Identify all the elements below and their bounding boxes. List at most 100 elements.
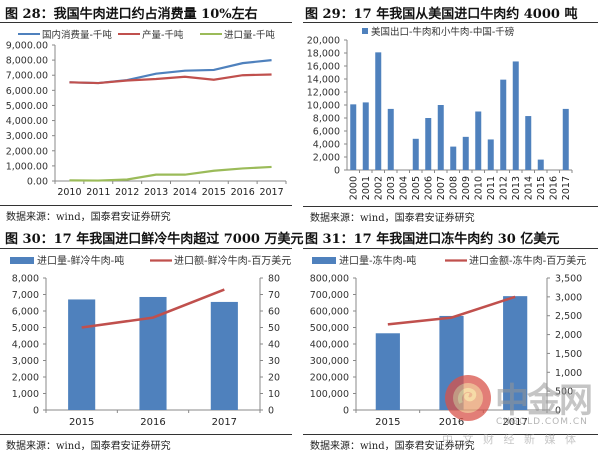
y-tick-label: 12,000 (307, 88, 340, 99)
series-line (387, 295, 516, 326)
y-tick-label-left: 5,000 (12, 323, 39, 334)
figure-31-title: 图 31：17 年我国进口冻牛肉约 30 亿美元 (305, 232, 560, 247)
bar (68, 299, 96, 410)
y-tick-label-right: 2,000 (555, 330, 582, 341)
y-tick-label: 2,000 (313, 153, 340, 164)
figure-28-source-rule (0, 205, 292, 206)
bar (439, 315, 464, 410)
bar (437, 105, 444, 170)
y-tick-label: 6,000 (313, 127, 340, 138)
bar (425, 118, 432, 170)
bar (475, 111, 482, 170)
x-tick-label: 2014 (173, 187, 197, 198)
y-tick-label-right: 0 (555, 406, 561, 417)
y-tick-label-left: 600,000 (310, 307, 349, 318)
legend-swatch-bar (312, 257, 336, 264)
x-tick-label: 2016 (231, 187, 255, 198)
y-tick-label: 10,000 (307, 101, 340, 112)
bar (512, 61, 519, 171)
y-tick-label: 18,000 (307, 49, 340, 60)
series-line (69, 165, 272, 182)
legend-label: 国内消费量-千吨 (42, 29, 112, 41)
figure-30-source: 数据来源：wind，国泰君安证券研究 (6, 441, 171, 452)
y-tick-label: 4,000.00 (6, 116, 48, 127)
x-tick-label: 2017 (259, 187, 283, 198)
figure-28-title-rule (0, 22, 292, 23)
y-tick-label: 2,000.00 (6, 146, 48, 157)
x-tick-label: 2012 (115, 187, 139, 198)
x-tick-label: 2009 (461, 176, 472, 200)
figure-29-source-rule (303, 206, 598, 207)
legend-label: 进口量-冻牛肉-吨 (339, 254, 416, 267)
figure-30-title: 图 30：17 年我国进口鲜冷牛肉超过 7000 万美元 (5, 232, 304, 247)
x-tick-label: 2002 (373, 176, 384, 200)
bar (139, 296, 167, 410)
x-tick-label: 2015 (536, 176, 547, 200)
x-tick-label: 2016 (140, 417, 165, 428)
bar (450, 146, 457, 170)
figure-28-line-chart: 国内消费量-千吨 产量-千吨 进口量-千吨 0.00 1,000.00 2,000.00 3… (6, 29, 287, 198)
figure-29: 图 29：17 年我国从美国进口牛肉约 4000 吨 美国出口-牛肉和小牛肉-中… (300, 0, 600, 225)
series-line (69, 59, 272, 85)
y-tick-label-left: 8,000 (12, 274, 39, 285)
figure-30-source-rule (0, 434, 292, 435)
legend-label: 进口金额-冻牛肉-百万美元 (469, 254, 586, 267)
x-tick-label: 2013 (144, 187, 168, 198)
y-tick-label: 5,000.00 (6, 101, 48, 112)
y-tick-label-right: 2,500 (555, 311, 582, 322)
figure-31-source: 数据来源：wind，国泰君安证券研究 (310, 441, 475, 452)
y-tick-label-right: 20 (268, 373, 280, 384)
y-tick-label-left: 2,000 (12, 373, 39, 384)
x-tick-label: 2011 (486, 176, 497, 200)
y-tick-label-right: 3,500 (555, 274, 582, 285)
x-tick-label: 2006 (423, 176, 434, 200)
x-tick-label: 2016 (439, 417, 464, 428)
y-tick-label: 14,000 (307, 75, 340, 86)
x-tick-label: 2012 (498, 176, 509, 200)
x-tick-label: 2008 (448, 176, 459, 200)
x-tick-label: 2000 (348, 176, 359, 200)
y-tick-label-left: 1,000 (12, 389, 39, 400)
y-tick-label-left: 300,000 (310, 356, 349, 367)
x-tick-label: 2004 (398, 176, 409, 200)
y-tick-label-left: 200,000 (310, 373, 349, 384)
legend-label: 进口额-鲜冷牛肉-百万美元 (174, 254, 291, 267)
bar (375, 333, 400, 410)
figure-30-title-rule (0, 248, 292, 249)
figure-31: 图 31：17 年我国进口冻牛肉约 30 亿美元 进口量-冻牛肉-吨 进口金额-冻… (300, 225, 600, 452)
y-tick-label-right: 0 (268, 406, 274, 417)
y-tick-label-left: 6,000 (12, 307, 39, 318)
y-tick-label: 6,000.00 (6, 86, 48, 97)
legend-label: 进口量-鲜冷牛肉-吨 (37, 254, 124, 267)
bar (362, 102, 369, 170)
bar (487, 139, 494, 170)
y-tick-label-left: 7,000 (12, 290, 39, 301)
figure-31-combo-chart: 进口量-冻牛肉-吨 进口金额-冻牛肉-百万美元 0 100,000 200,000 300… (310, 254, 587, 428)
bar (375, 52, 382, 170)
x-tick-label: 2017 (502, 417, 527, 428)
bar (503, 296, 528, 410)
figure-30: 图 30：17 年我国进口鲜冷牛肉超过 7000 万美元 进口量-鲜冷牛肉-吨 进… (0, 225, 304, 452)
figure-28-title: 图 28：我国牛肉进口约占消费量 10%左右 (5, 7, 258, 22)
x-tick-label: 2013 (511, 176, 522, 200)
bar (210, 301, 238, 410)
legend-label: 美国出口-牛肉和小牛肉-中国-千磅 (371, 26, 514, 38)
y-tick-label: 9,000.00 (6, 41, 48, 52)
figure-28-source: 数据来源：wind，国泰君安证券研究 (6, 212, 171, 223)
y-tick-label-right: 80 (268, 274, 280, 285)
figure-31-source-rule (303, 434, 598, 435)
legend-swatch-bar (10, 257, 34, 264)
y-tick-label: 8,000 (313, 114, 340, 125)
y-tick-label-left: 0 (33, 406, 39, 417)
bar (462, 136, 469, 170)
figure-28: 图 28：我国牛肉进口约占消费量 10%左右 国内消费量-千吨 产量-千吨 进口量-… (0, 0, 300, 225)
x-tick-label: 2015 (202, 187, 226, 198)
figure-29-bar-chart: 美国出口-牛肉和小牛肉-中国-千磅 0 2,000 4,000 6,000 8,000 10… (307, 26, 573, 200)
figure-29-title: 图 29：17 年我国从美国进口牛肉约 4000 吨 (305, 7, 578, 22)
y-tick-label-right: 500 (555, 387, 573, 398)
y-tick-label-left: 400,000 (310, 340, 349, 351)
bar (562, 108, 569, 170)
bar (387, 108, 394, 170)
y-tick-label-left: 4,000 (12, 340, 39, 351)
bar (525, 116, 532, 170)
